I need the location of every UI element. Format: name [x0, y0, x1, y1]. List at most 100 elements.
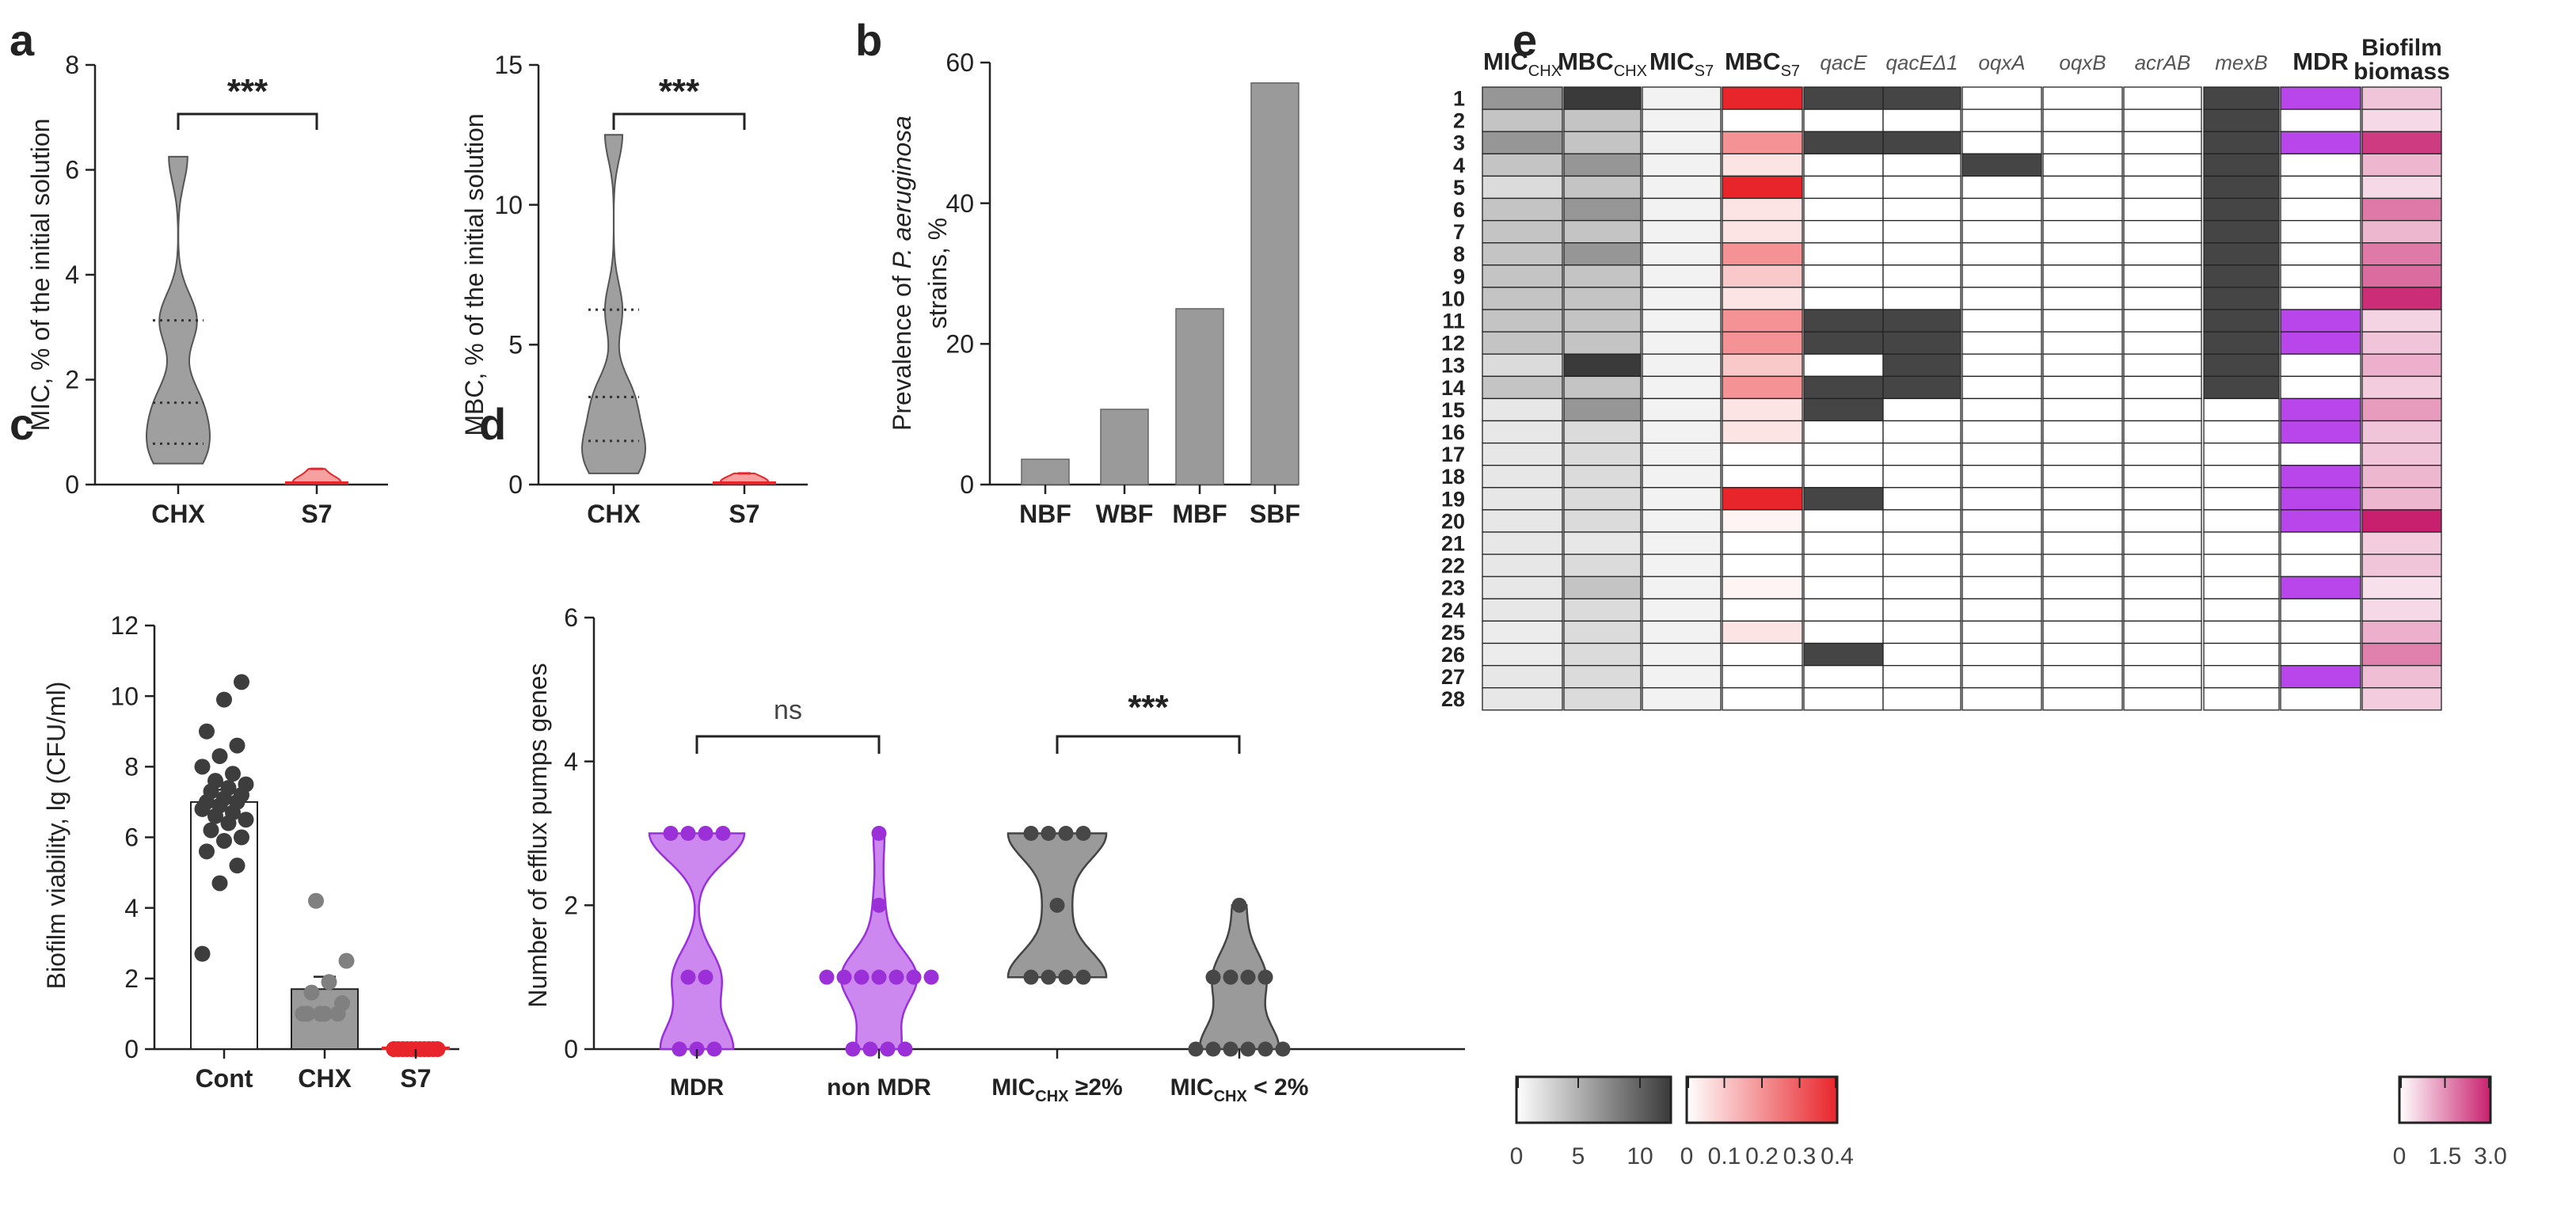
heatmap-cell: [1482, 331, 1563, 355]
heatmap-cell: [1803, 197, 1884, 222]
heatmap-cell: [1642, 442, 1722, 466]
y-tick-label: 0: [124, 1035, 139, 1063]
heatmap-cell: [1563, 509, 1642, 533]
heatmap-cell: [2042, 175, 2123, 200]
y-axis-label-species: P. aeruginosa: [888, 116, 916, 268]
heatmap-cell: [2280, 598, 2361, 622]
heatmap-cell: [1563, 576, 1642, 599]
heatmap-cell: [2042, 219, 2123, 244]
row-label: 19: [1441, 487, 1465, 511]
data-point: [862, 1041, 878, 1057]
y-tick-label: 20: [946, 330, 974, 359]
data-point: [1058, 969, 1074, 985]
heatmap-cell: [2280, 242, 2361, 266]
heatmap-cell: [1961, 131, 2042, 154]
data-point: [1023, 826, 1039, 841]
heatmap-cell: [2280, 553, 2361, 577]
heatmap-cell: [1803, 620, 1884, 645]
heatmap-cell: [1722, 420, 1803, 444]
data-point: [1205, 969, 1221, 985]
heatmap-cell: [1882, 353, 1961, 377]
x-tick-label: S7: [301, 500, 332, 528]
heatmap-cell: [2123, 309, 2202, 333]
heatmap-cell: [1882, 420, 1961, 444]
heatmap-cell: [2042, 242, 2123, 266]
data-point: [698, 826, 713, 841]
heatmap-cell: [2203, 153, 2280, 177]
row-label: 4: [1453, 154, 1465, 177]
x-tick-label: MBF: [1172, 500, 1227, 528]
data-point: [871, 826, 887, 841]
heatmap-cell: [1482, 197, 1563, 222]
data-point: [194, 759, 211, 775]
data-point: [1240, 969, 1256, 985]
data-point: [923, 969, 939, 985]
heatmap-cell: [2280, 264, 2361, 288]
heatmap-cell: [1563, 153, 1642, 177]
heatmap-cell: [1563, 664, 1642, 689]
heatmap-cell: [1803, 442, 1884, 466]
heatmap-cell: [1563, 598, 1642, 622]
heatmap-cell: [1482, 242, 1563, 266]
heatmap-cell: [2203, 175, 2280, 200]
heatmap-cell: [2361, 509, 2442, 533]
heatmap-cell: [2361, 264, 2442, 288]
heatmap-cell: [1482, 620, 1563, 645]
heatmap-cell: [1803, 420, 1884, 444]
heatmap-cell: [2203, 264, 2280, 288]
colorbar-tick-label: 0: [1510, 1143, 1524, 1169]
y-tick-label: 6: [124, 823, 139, 852]
colorbar-tick-label: 0.2: [1745, 1143, 1779, 1169]
heatmap-cell: [1642, 642, 1722, 667]
heatmap-cell: [1961, 442, 2042, 466]
heatmap-cell: [2361, 442, 2442, 466]
heatmap-cell: [1642, 264, 1722, 288]
heatmap-cell: [2280, 664, 2361, 689]
heatmap-cell: [2280, 331, 2361, 355]
heatmap-cell: [2123, 153, 2202, 177]
heatmap-cell: [2280, 620, 2361, 645]
heatmap-cell: [2203, 465, 2280, 489]
heatmap-cell: [1563, 175, 1642, 200]
label-rest: < 2%: [1247, 1074, 1309, 1101]
label-sub: CHX: [1035, 1088, 1069, 1105]
data-point: [854, 969, 869, 985]
heatmap-cell: [1563, 264, 1642, 288]
heatmap-cell: [2203, 531, 2280, 555]
heatmap-cell: [2361, 309, 2442, 333]
heatmap-cell: [1803, 86, 1884, 110]
data-point: [211, 747, 228, 764]
heatmap-cell: [1722, 331, 1803, 355]
heatmap-cell: [2361, 287, 2442, 310]
y-tick-label: 8: [65, 51, 79, 79]
heatmap-cell: [2203, 509, 2280, 533]
heatmap-cell: [2123, 197, 2202, 222]
heatmap-cell: [1803, 598, 1884, 622]
heatmap-cell: [2042, 287, 2123, 310]
heatmap-cell: [1642, 175, 1722, 200]
column-header-sub: CHX: [1614, 63, 1647, 80]
heatmap-cell: [2123, 553, 2202, 577]
heatmap-cell: [1961, 420, 2042, 444]
heatmap-cell: [1482, 153, 1563, 177]
data-point: [672, 1041, 687, 1057]
bar: [1021, 458, 1070, 485]
heatmap-cell: [2042, 331, 2123, 355]
heatmap-cell: [1563, 353, 1642, 377]
data-point: [386, 1041, 402, 1057]
data-point: [238, 812, 254, 828]
heatmap-cell: [1882, 131, 1961, 154]
data-point: [334, 995, 350, 1012]
heatmap-cell: [1563, 219, 1642, 244]
violin-1: [839, 832, 919, 1051]
heatmap-cell: [1803, 687, 1884, 711]
heatmap-cell: [1482, 264, 1563, 288]
heatmap-cell: [1563, 86, 1642, 110]
column-header-main: MIC: [1649, 48, 1695, 75]
heatmap-cell: [1722, 397, 1803, 422]
data-point: [234, 674, 249, 690]
heatmap-cell: [2042, 153, 2123, 177]
heatmap-cell: [1563, 108, 1642, 132]
heatmap-cell: [1482, 309, 1563, 333]
heatmap-cell: [1642, 108, 1722, 132]
